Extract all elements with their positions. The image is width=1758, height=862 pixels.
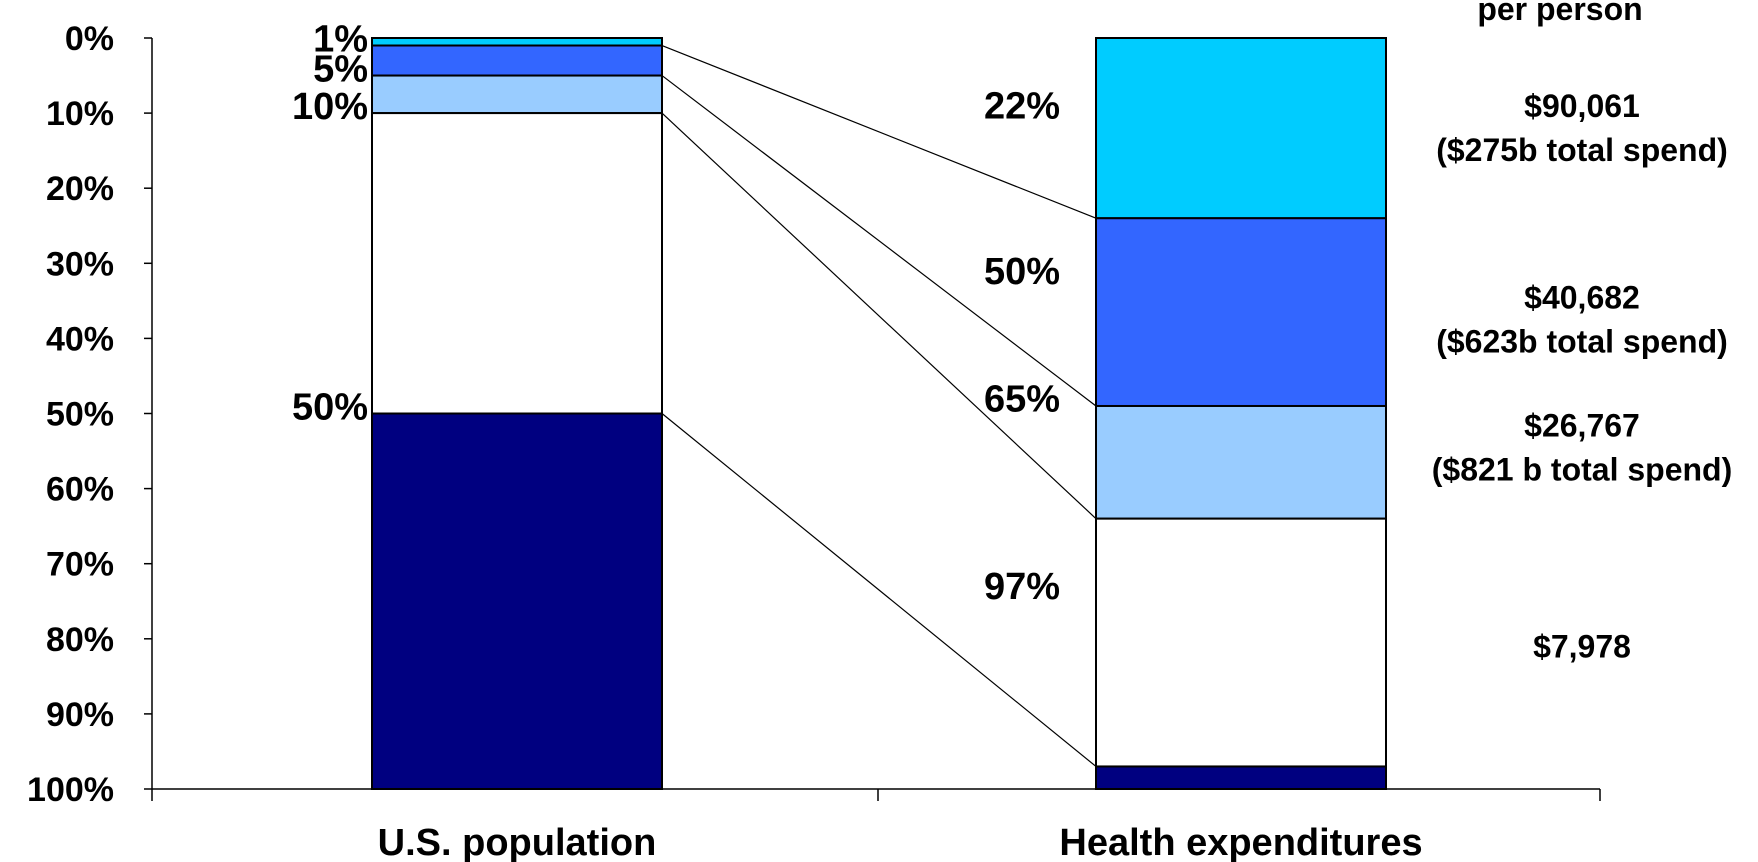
population-percent-label: 50% — [292, 387, 368, 429]
y-tick-label: 20% — [46, 170, 114, 208]
bar-segment-1-3 — [1095, 517, 1387, 768]
y-tick-label: 10% — [46, 95, 114, 133]
y-tick-label: 30% — [46, 245, 114, 283]
bar-segment-0-2 — [371, 74, 663, 115]
y-tick-label: 0% — [65, 20, 114, 58]
per-person-annotation: $90,061 — [1524, 88, 1640, 124]
per-person-annotation: ($821 b total spend) — [1432, 451, 1733, 487]
connector-line-1 — [661, 75, 1097, 407]
bar-segment-1-4 — [1095, 765, 1387, 790]
y-tick-label: 80% — [46, 621, 114, 659]
per-person-annotation: $7,978 — [1533, 628, 1631, 664]
expenditure-percent-label: 22% — [984, 86, 1060, 128]
expenditure-percent-label: 65% — [984, 378, 1060, 420]
connector-line-3 — [661, 413, 1097, 767]
y-tick-label: 70% — [46, 546, 114, 584]
population-percent-label: 1% — [313, 19, 368, 61]
expenditure-percent-label: 97% — [984, 566, 1060, 608]
bar-segment-1-2 — [1095, 404, 1387, 520]
per-person-annotation: ($623b total spend) — [1436, 324, 1728, 360]
per-person-annotation: $40,682 — [1524, 280, 1640, 316]
y-tick-label: 40% — [46, 320, 114, 358]
bar-segment-0-0 — [371, 37, 663, 47]
y-tick-label: 50% — [46, 396, 114, 434]
bar-segment-1-1 — [1095, 217, 1387, 407]
annotations-header: per person — [1477, 0, 1642, 27]
connector-line-0 — [661, 44, 1097, 219]
population-percent-label: 10% — [292, 86, 368, 128]
y-tick-label: 90% — [46, 696, 114, 734]
population-percent-label: 5% — [313, 49, 368, 91]
bar-segment-0-4 — [371, 412, 663, 790]
expenditure-percent-label: 50% — [984, 251, 1060, 293]
bar-segment-1-0 — [1095, 37, 1387, 220]
per-person-annotation: ($275b total spend) — [1436, 132, 1728, 168]
bar-segment-0-3 — [371, 112, 663, 415]
per-person-annotation: $26,767 — [1524, 407, 1640, 443]
connector-line-2 — [661, 112, 1097, 520]
y-tick-label: 100% — [27, 771, 114, 809]
category-label: Health expenditures — [1059, 822, 1422, 862]
bar-segment-0-1 — [371, 44, 663, 77]
y-tick-label: 60% — [46, 471, 114, 509]
category-label: U.S. population — [378, 822, 657, 862]
